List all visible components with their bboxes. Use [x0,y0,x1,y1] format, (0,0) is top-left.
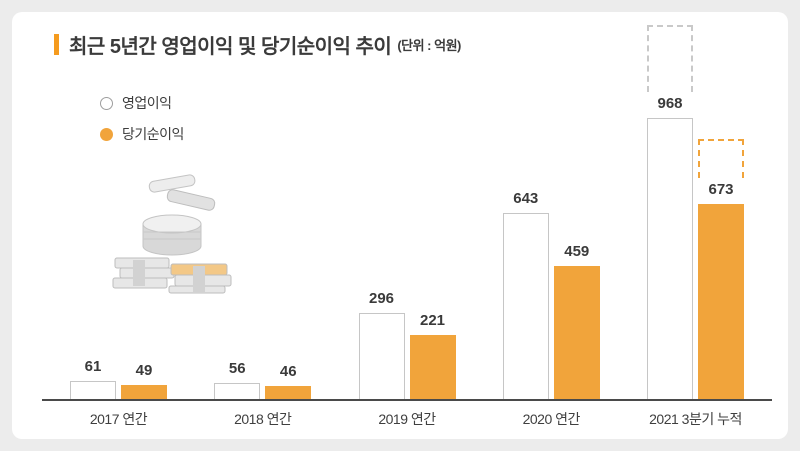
legend-item-net-profit: 당기순이익 [100,126,184,142]
x-axis-line [42,399,772,401]
bar-column: 968 [647,25,693,399]
bar-net-profit [409,335,456,399]
bar-group: 968 673 2021 3분기 누적 [647,25,744,427]
bar-pair: 61 49 [70,358,167,399]
bar-net-profit [265,386,312,399]
bar-group: 296 221 2019 연간 [358,290,456,427]
bar-operating-profit [358,313,405,399]
bar-value-label: 643 [513,190,539,207]
legend: 영업이익 당기순이익 [100,95,184,158]
bar-pair: 643 459 [502,190,600,399]
legend-label-net-profit: 당기순이익 [122,126,184,142]
category-label: 2020 연간 [522,411,581,427]
chart-groups: 61 49 2017 연간 56 46 2018 연간 296 221 2019 연간 643 45… [70,24,744,427]
legend-label-operating-profit: 영업이익 [122,95,172,111]
category-label: 2018 연간 [234,411,292,427]
chart-card: 최근 5년간 영업이익 및 당기순이익 추이 (단위 : 억원) 영업이익 당기… [12,12,788,439]
bar-column: 643 [502,190,549,399]
bar-net-profit [698,204,744,399]
bar-operating-profit [502,213,549,399]
bar-column: 221 [409,312,456,399]
bar-column: 46 [265,363,312,399]
bar-value-label: 46 [279,363,297,380]
bar-value-label: 673 [708,181,734,198]
legend-swatch-orange-icon [100,127,113,141]
title-marker [54,34,59,55]
bar-column: 56 [214,360,261,399]
bar-column: 459 [553,243,600,399]
legend-swatch-white-icon [100,96,113,110]
money-stack-illustration [112,174,232,294]
bar-operating-profit [647,118,693,399]
chart-title: 최근 5년간 영업이익 및 당기순이익 추이 [69,36,392,58]
bar-net-profit [121,385,167,399]
bar-value-label: 49 [135,362,153,379]
chart-header: 최근 5년간 영업이익 및 당기순이익 추이 (단위 : 억원) [54,30,461,59]
bar-pair: 296 221 [358,290,456,399]
bar-value-label: 968 [657,95,683,112]
bar-column: 673 [698,139,744,399]
bar-operating-profit [70,381,116,399]
bar-column: 296 [358,290,405,399]
legend-item-operating-profit: 영업이익 [100,95,184,111]
bar-value-label: 459 [564,243,590,260]
bar-value-label: 221 [419,312,446,329]
category-label: 2017 연간 [89,411,148,427]
bar-value-label: 56 [228,360,246,377]
category-label: 2019 연간 [378,411,436,427]
projection-outline [647,25,693,92]
unit-label: (단위 : 억원) [397,38,461,53]
bar-group: 56 46 2018 연간 [214,360,312,427]
bar-pair: 56 46 [214,360,312,399]
category-label: 2021 3분기 누적 [649,411,742,427]
bar-group: 61 49 2017 연간 [70,358,167,427]
bar-value-label: 61 [84,358,102,375]
bar-pair: 968 673 [647,25,744,399]
bar-column: 49 [121,362,167,399]
bar-operating-profit [214,383,261,399]
bar-chart: 61 49 2017 연간 56 46 2018 연간 296 221 2019 연간 643 45… [42,24,772,427]
bar-net-profit [553,266,600,399]
bar-group: 643 459 2020 연간 [502,190,600,427]
bar-value-label: 296 [368,290,395,307]
bar-column: 61 [70,358,116,399]
projection-outline [698,139,744,178]
